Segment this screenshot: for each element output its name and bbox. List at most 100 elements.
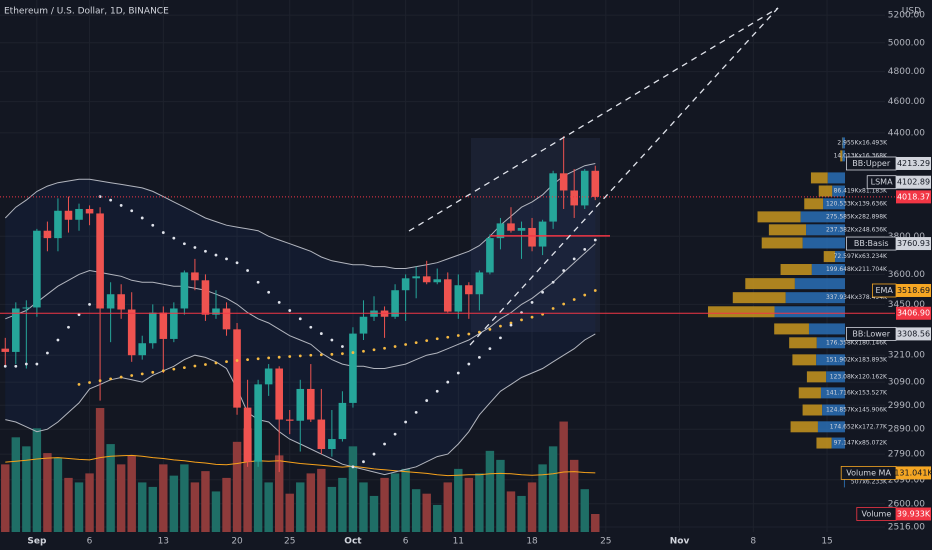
indicator-dot	[246, 358, 249, 362]
candle-body	[243, 407, 252, 462]
indicator-dot	[214, 253, 218, 257]
candle-body	[433, 279, 442, 283]
x-tick-label: Oct	[344, 537, 362, 547]
candle-body	[443, 279, 452, 312]
volume-bar	[11, 437, 21, 532]
candle-body	[580, 170, 589, 206]
candle-body	[591, 170, 600, 197]
marker-name: BB:Upper	[852, 159, 891, 168]
y-tick-label: 5200.00	[888, 11, 925, 21]
marker-value: 4102.89	[897, 178, 930, 187]
profile-label: 120.533Kx139.636K	[826, 200, 888, 207]
x-tick-label: Nov	[670, 537, 690, 547]
volume-bar	[222, 477, 231, 532]
indicator-dot	[225, 360, 228, 364]
volume-bar	[506, 491, 516, 532]
indicator-dot	[341, 352, 344, 356]
indicator-dot	[319, 332, 323, 335]
volume-bar	[401, 468, 410, 532]
indicator-dot	[362, 349, 365, 353]
profile-label: 141.716Kx153.527K	[826, 389, 888, 396]
indicator-dot	[256, 357, 260, 361]
indicator-dot	[309, 353, 313, 357]
y-tick-label: 2890.00	[888, 425, 925, 435]
profile-label: 2.955Kx16.493K	[837, 139, 888, 146]
marker-value-box	[896, 306, 931, 320]
marker-value: 3760.93	[897, 239, 930, 248]
volume-bar	[296, 482, 305, 532]
indicator-dot	[372, 348, 376, 352]
candle-body	[43, 230, 52, 239]
profile-label: 123.08Kx120.162K	[830, 373, 888, 380]
volume-bar	[148, 486, 157, 532]
profile-up	[780, 264, 812, 276]
candle-body	[349, 333, 357, 403]
marker-value: 4213.29	[897, 159, 930, 168]
indicator-dot	[435, 337, 439, 341]
y-tick-label: 4400.00	[888, 128, 925, 138]
profile-label: 72.597Kx63.234K	[834, 253, 888, 260]
chart-title: Ethereum / U.S. Dollar, 1D, BINANCE	[4, 7, 169, 17]
profile-down	[811, 264, 845, 276]
volume-bar	[211, 491, 221, 532]
volume-bar	[264, 482, 273, 532]
profile-label: 124.857Kx145.906K	[826, 406, 888, 413]
candle-body	[212, 308, 220, 315]
marker-value: 3308.56	[897, 329, 930, 338]
indicator-dot	[572, 257, 576, 261]
profile-label: 174.652Kx172.77K	[830, 423, 888, 430]
indicator-dot	[56, 338, 60, 342]
candle-body	[201, 280, 210, 315]
indicator-dot	[182, 366, 186, 370]
volume-bar	[338, 477, 347, 532]
y-tick-label: 4600.00	[888, 97, 925, 107]
volume-bar	[127, 455, 136, 532]
x-tick-label: 15	[821, 537, 832, 547]
indicator-dot	[414, 341, 418, 344]
indicator-dot	[467, 332, 471, 336]
marker-value: 4018.37	[897, 192, 930, 201]
marker-value: 131.041K	[894, 468, 932, 477]
indicator-dot	[277, 355, 281, 359]
indicator-dot	[109, 377, 113, 381]
candle-body	[559, 173, 568, 191]
indicator-dot	[404, 343, 408, 346]
candle-body	[517, 227, 526, 231]
indicator-dot	[235, 261, 239, 265]
volume-bar	[559, 421, 568, 532]
candle-body	[317, 419, 326, 450]
y-tick-label: 2600.00	[888, 499, 925, 509]
candle-body	[296, 388, 305, 421]
profile-down	[842, 137, 845, 149]
profile-up	[806, 371, 827, 383]
indicator-dot	[393, 345, 397, 348]
y-tick-label: 5000.00	[888, 38, 925, 48]
indicator-dot	[383, 442, 386, 446]
volume-bar	[116, 464, 126, 532]
indicator-dot	[140, 372, 144, 376]
profile-label: 237.382Kx248.636K	[826, 226, 888, 233]
indicator-dot	[530, 300, 534, 304]
volume-bar	[569, 459, 579, 532]
indicator-dot	[583, 293, 587, 297]
volume-bar	[138, 482, 147, 532]
profile-down	[832, 185, 845, 197]
indicator-dot	[151, 370, 155, 374]
indicator-dot	[172, 236, 176, 240]
marker-value: 3406.90	[897, 309, 930, 318]
volume-bar	[411, 489, 421, 532]
y-tick-label: 4800.00	[888, 67, 925, 77]
indicator-dot	[88, 381, 91, 384]
y-tick-label: 2516.00	[888, 522, 925, 532]
indicator-dot	[372, 452, 376, 456]
y-tick-label: 3600.00	[888, 270, 925, 280]
profile-up	[707, 306, 775, 318]
candle-body	[106, 294, 115, 309]
profile-down	[816, 337, 845, 349]
marker-value: 3518.69	[897, 286, 930, 295]
indicator-dot	[319, 353, 323, 357]
indicator-dot	[425, 399, 429, 402]
volume-bar	[106, 444, 115, 532]
volume-bar	[348, 446, 358, 532]
candle-body	[275, 368, 283, 420]
